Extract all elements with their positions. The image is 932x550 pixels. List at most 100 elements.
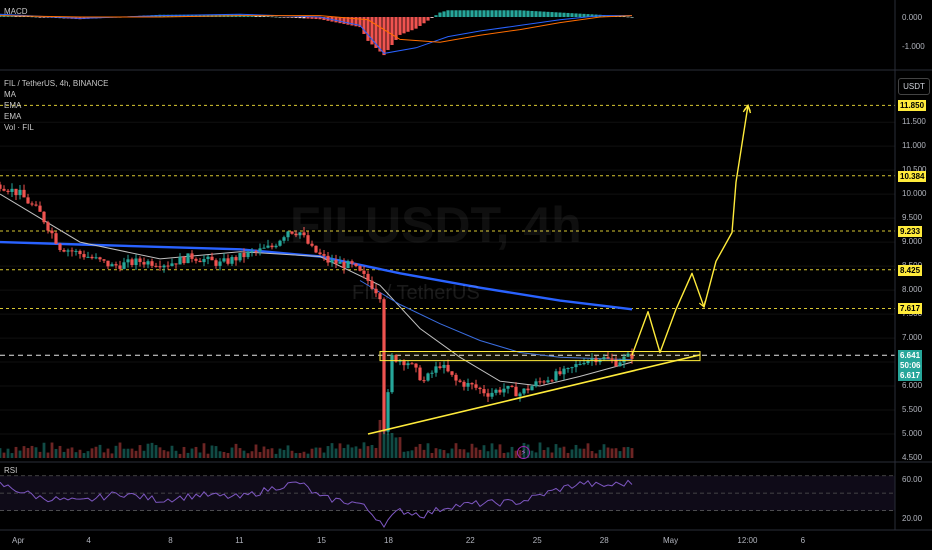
price-tick: 9.500 xyxy=(902,213,923,223)
candle-body xyxy=(542,381,546,383)
volume-bar xyxy=(190,448,194,458)
volume-bar xyxy=(294,453,298,458)
volume-bar xyxy=(602,444,606,458)
volume-bar xyxy=(202,443,206,458)
indicator-ema-1[interactable]: EMA xyxy=(4,101,22,110)
candle-body xyxy=(6,190,10,192)
price-tick: 10.500 xyxy=(902,165,927,175)
projection-arrowhead xyxy=(698,300,706,308)
volume-bar xyxy=(626,446,630,458)
candle-body xyxy=(530,386,534,391)
candle-body xyxy=(78,250,82,255)
macd-tick-0: 0.000 xyxy=(902,13,923,22)
volume-bar xyxy=(334,448,338,458)
volume-bar xyxy=(498,444,502,458)
volume-bar xyxy=(118,442,122,458)
volume-bar xyxy=(350,447,354,458)
volume-bar xyxy=(206,453,210,458)
volume-bar xyxy=(210,445,214,458)
candle-body xyxy=(578,363,582,365)
candle-body xyxy=(54,233,58,244)
volume-bar xyxy=(170,445,174,458)
time-tick: 15 xyxy=(317,536,326,545)
volume-bar xyxy=(446,453,450,458)
candle-body xyxy=(110,264,114,267)
volume-bar xyxy=(358,448,362,458)
volume-bar xyxy=(430,452,434,458)
macd-histogram-bar xyxy=(426,17,430,21)
candle-body xyxy=(386,392,390,432)
volume-bar xyxy=(138,445,142,458)
candle-body xyxy=(574,364,578,368)
macd-histogram-bar xyxy=(522,10,526,17)
volume-bar xyxy=(226,453,230,458)
macd-histogram-bar xyxy=(350,17,354,26)
volume-bar xyxy=(458,449,462,458)
volume-bar xyxy=(18,450,22,458)
candle-body xyxy=(502,388,506,393)
macd-histogram-bar xyxy=(254,15,258,17)
candle-body xyxy=(218,261,222,266)
macd-histogram-bar xyxy=(474,10,478,17)
volume-bar xyxy=(46,452,50,458)
volume-bar xyxy=(578,448,582,458)
macd-histogram-bar xyxy=(438,12,442,17)
price-tick: 6.000 xyxy=(902,381,923,391)
volume-bar xyxy=(186,452,190,458)
indicator-volume[interactable]: Vol · FIL xyxy=(4,123,34,132)
macd-histogram-bar xyxy=(546,11,550,17)
volume-bar xyxy=(274,453,278,458)
candle-body xyxy=(246,251,250,258)
lightning-icon[interactable]: ⚡ xyxy=(517,446,530,459)
macd-histogram-bar xyxy=(514,10,518,17)
macd-histogram-bar xyxy=(410,17,414,31)
candle-body xyxy=(82,254,86,258)
candle-body xyxy=(114,264,118,266)
candles[interactable] xyxy=(0,181,634,435)
candle-body xyxy=(302,232,306,236)
price-tick: 5.500 xyxy=(902,405,923,415)
candle-body xyxy=(294,233,298,236)
volume-bar xyxy=(598,449,602,458)
volume-bar xyxy=(466,452,470,458)
ma-line xyxy=(0,193,633,387)
volume-bar xyxy=(2,452,6,458)
candle-body xyxy=(2,188,6,191)
candle-body xyxy=(142,262,146,265)
volume-bar xyxy=(114,445,118,458)
candle-body xyxy=(310,243,314,246)
macd-histogram-bar xyxy=(338,17,342,24)
macd-histogram-bar xyxy=(530,10,534,17)
volume-bar xyxy=(422,449,426,458)
candle-body xyxy=(226,258,230,264)
volume-bar xyxy=(158,447,162,458)
macd-histogram-bar xyxy=(30,16,34,18)
candle-body xyxy=(130,259,134,266)
support-trendline xyxy=(367,354,701,435)
volume-bar xyxy=(506,452,510,458)
macd-label[interactable]: MACD xyxy=(4,7,28,16)
candle-body xyxy=(374,288,378,294)
macd-histogram-bar xyxy=(510,10,514,17)
volume-bar xyxy=(622,447,626,458)
macd-histogram-bar xyxy=(482,10,486,17)
indicator-ema-2[interactable]: EMA xyxy=(4,112,22,121)
rsi-label[interactable]: RSI xyxy=(4,466,18,475)
triangle-pattern[interactable] xyxy=(367,351,701,435)
macd-histogram-bar xyxy=(534,11,538,17)
macd-histogram-bar xyxy=(390,17,394,45)
candle-body xyxy=(174,263,178,265)
volume-bar xyxy=(462,449,466,458)
macd-histogram-bar xyxy=(478,10,482,17)
volume-bar xyxy=(514,450,518,458)
symbol-label[interactable]: FIL / TetherUS, 4h, BINANCE xyxy=(4,79,109,88)
candle-body xyxy=(214,260,218,266)
macd-histogram-bar xyxy=(494,10,498,17)
projection-path[interactable] xyxy=(631,103,752,356)
indicator-ma[interactable]: MA xyxy=(4,90,16,99)
candle-body xyxy=(570,367,574,369)
candle-body xyxy=(390,354,394,393)
volume-bar xyxy=(178,453,182,458)
unit-selector[interactable]: USDT xyxy=(898,78,930,95)
